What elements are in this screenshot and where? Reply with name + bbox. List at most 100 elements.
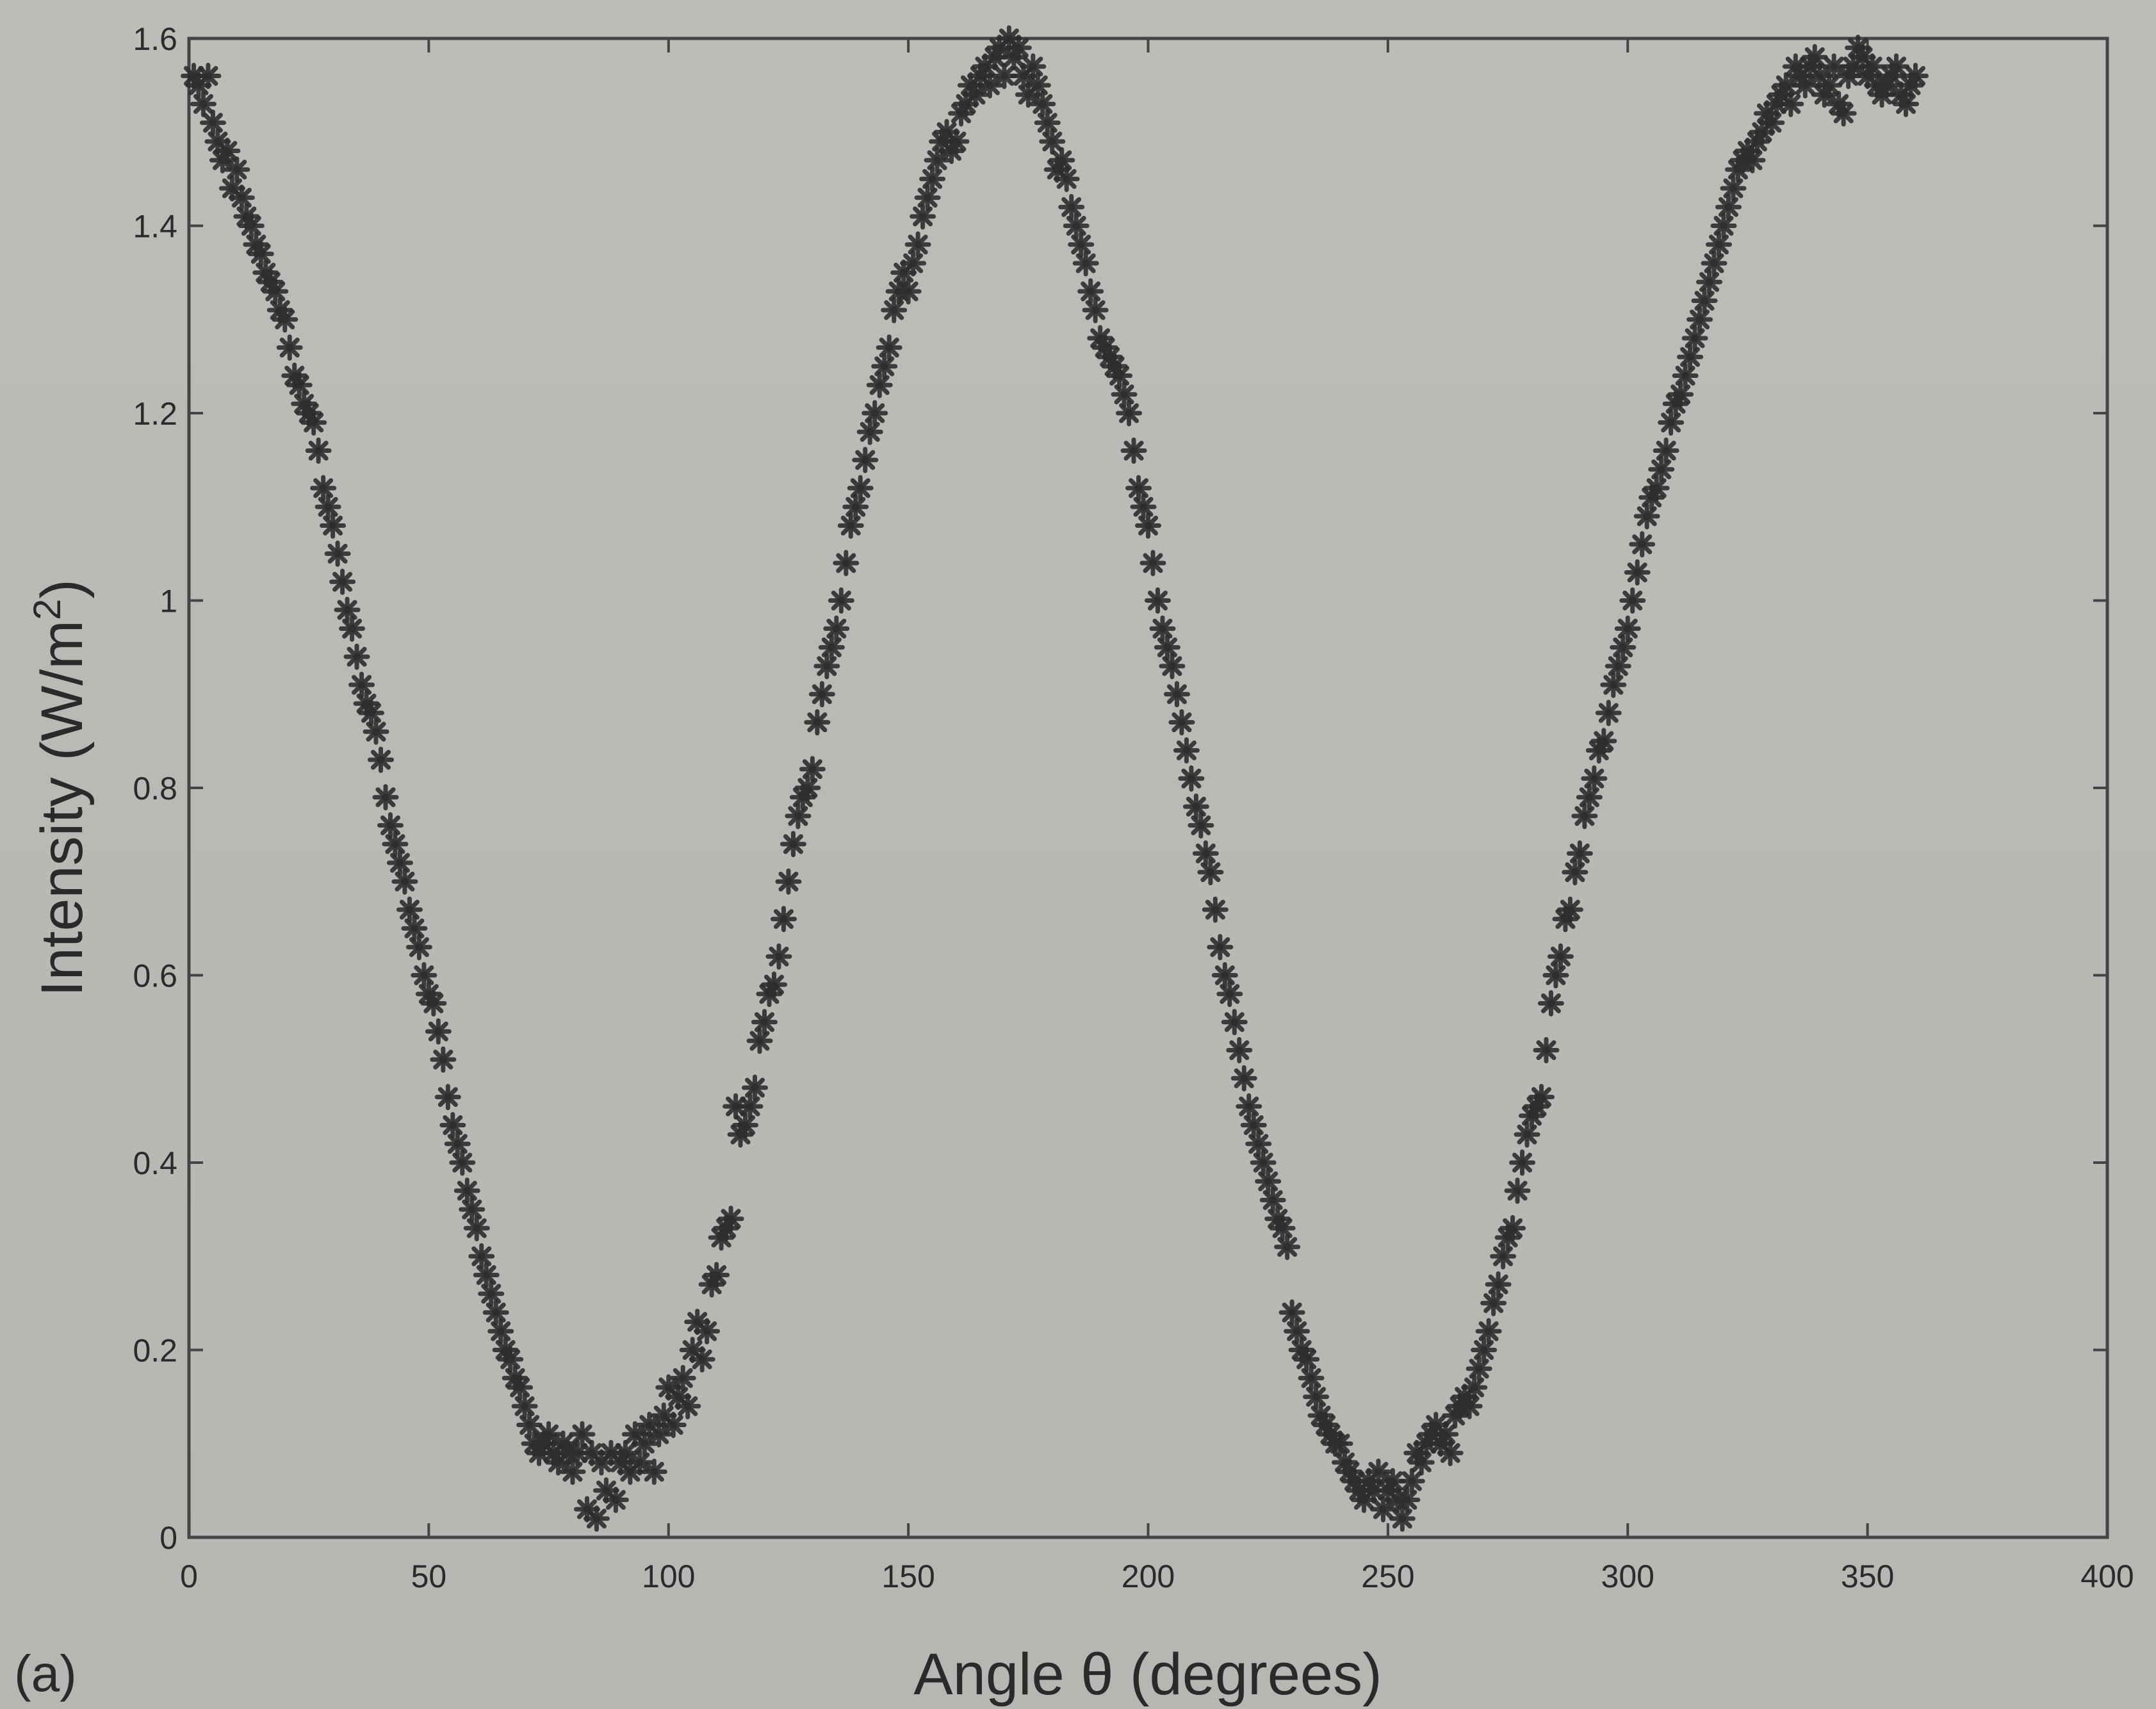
data-point	[904, 231, 931, 258]
data-point	[1077, 278, 1104, 305]
y-tick-labels: 0 0.2 0.4 0.6 0.8 1 1.2 1.4 1.6	[133, 21, 177, 1556]
data-point	[1178, 765, 1205, 792]
data-point	[1437, 1439, 1464, 1466]
data-point	[991, 63, 1018, 89]
data-point	[862, 400, 888, 427]
data-point	[224, 156, 250, 183]
data-point	[765, 943, 792, 970]
data-point	[1202, 896, 1229, 923]
data-point	[1672, 363, 1699, 389]
data-point	[1360, 1477, 1387, 1504]
x-tick-label: 150	[881, 1558, 935, 1594]
data-point	[444, 1131, 471, 1157]
data-point	[1629, 531, 1656, 558]
data-point	[1710, 213, 1737, 239]
x-tick-label: 250	[1361, 1558, 1414, 1594]
data-point	[847, 475, 874, 502]
data-point	[1490, 1243, 1517, 1270]
data-point	[1562, 859, 1588, 886]
data-point	[1389, 1505, 1416, 1532]
data-point	[1595, 699, 1622, 726]
y-tick-label: 0.4	[133, 1145, 177, 1181]
data-point	[343, 643, 370, 670]
data-point	[1154, 634, 1180, 661]
data-point	[569, 1421, 596, 1448]
data-point	[1240, 1112, 1267, 1138]
data-point	[449, 1149, 476, 1176]
data-point	[962, 81, 989, 108]
data-point	[199, 110, 226, 136]
data-point	[760, 971, 787, 998]
data-point	[1658, 409, 1685, 436]
data-point	[1801, 44, 1828, 70]
y-tick-label: 0.8	[133, 771, 177, 806]
data-point	[703, 1262, 730, 1288]
data-point	[497, 1346, 524, 1373]
data-point	[453, 1177, 480, 1204]
data-point	[324, 540, 351, 567]
data-point	[1365, 1459, 1392, 1485]
data-point	[900, 250, 927, 277]
data-point	[1772, 72, 1799, 99]
data-point	[770, 906, 797, 933]
data-point	[276, 334, 303, 361]
y-tick-label: 1	[159, 584, 177, 619]
data-point	[674, 1393, 701, 1419]
data-point	[1547, 943, 1574, 970]
data-point	[737, 1093, 764, 1120]
data-point	[1610, 634, 1637, 661]
data-point	[1082, 297, 1109, 323]
data-point	[195, 63, 222, 89]
data-point	[910, 203, 936, 230]
data-point	[320, 512, 347, 539]
data-point	[1485, 1271, 1512, 1298]
data-point	[228, 184, 255, 211]
data-point	[1696, 268, 1723, 295]
data-point	[1456, 1393, 1483, 1419]
x-tick-label: 300	[1601, 1558, 1654, 1594]
x-tick-label: 350	[1841, 1558, 1894, 1594]
data-point	[420, 990, 447, 1017]
data-point	[775, 868, 802, 895]
data-point	[1514, 1121, 1540, 1148]
data-point	[305, 437, 332, 464]
data-point	[559, 1459, 586, 1485]
data-point	[1883, 53, 1910, 80]
plot-frame	[187, 37, 2109, 1539]
data-point	[694, 1318, 721, 1345]
data-point	[1125, 475, 1152, 502]
data-point	[1504, 1177, 1531, 1204]
data-point	[1480, 1289, 1507, 1316]
data-point	[1063, 213, 1090, 239]
data-point	[1792, 72, 1818, 99]
data-point	[1058, 193, 1085, 220]
data-point	[1293, 1346, 1320, 1373]
data-point	[1245, 1131, 1272, 1157]
data-point	[468, 1243, 495, 1270]
data-point	[742, 1074, 769, 1101]
data-point	[482, 1299, 509, 1326]
data-point	[799, 756, 826, 783]
data-point	[247, 240, 274, 267]
data-point	[1893, 90, 1920, 117]
data-point	[1049, 147, 1075, 174]
data-point	[1643, 475, 1670, 502]
data-point	[1691, 288, 1718, 314]
data-point	[1379, 1468, 1406, 1494]
data-point	[1398, 1468, 1425, 1494]
data-point	[1139, 550, 1166, 576]
y-tick-label: 0	[159, 1520, 177, 1556]
data-point	[272, 306, 298, 333]
data-point	[334, 596, 361, 623]
tick-marks	[188, 37, 2109, 1539]
data-point	[813, 653, 840, 680]
data-point	[391, 868, 418, 895]
data-point	[823, 615, 850, 642]
y-tick-label: 0.6	[133, 958, 177, 994]
data-points	[180, 25, 1929, 1532]
data-point	[238, 213, 265, 239]
data-point	[1820, 53, 1847, 80]
data-point	[1590, 728, 1617, 755]
data-point	[1369, 1496, 1396, 1523]
